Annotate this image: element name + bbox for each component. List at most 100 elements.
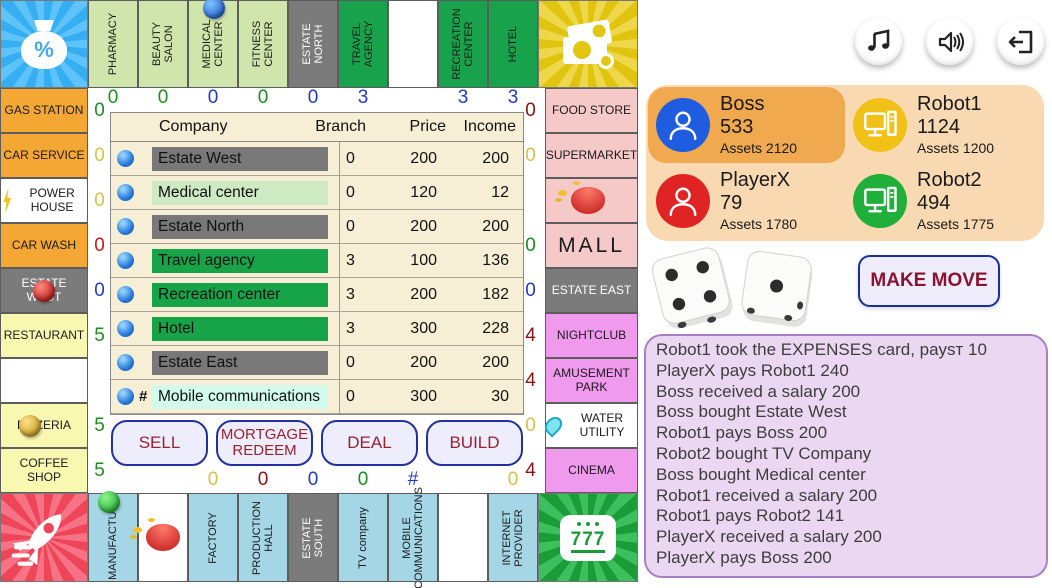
tile-label: FOOD STORE bbox=[551, 102, 632, 117]
action-button[interactable]: MORTGAGE REDEEM bbox=[216, 420, 313, 466]
bullet-cell bbox=[111, 150, 139, 167]
player-card[interactable]: Robot2 494 Assets 1775 bbox=[845, 163, 1042, 239]
tile-counters-bottom: 0 0 0 0 #0 bbox=[88, 469, 538, 491]
board-tile[interactable]: WATER UTILITY bbox=[541, 403, 638, 448]
company-row[interactable]: # Mobile communications 0 300 30 bbox=[111, 380, 523, 414]
board-tile[interactable]: TRAVEL AGENCY bbox=[338, 0, 388, 88]
tile-counter: 0 bbox=[357, 469, 369, 490]
board-tile[interactable]: FACTORY bbox=[188, 493, 238, 582]
board-tile[interactable]: PIZZERIA bbox=[0, 403, 88, 448]
board-tile[interactable]: BEAUTY SALON bbox=[138, 0, 188, 88]
company-table[interactable]: Company Branch Price Income Estate West … bbox=[110, 112, 524, 415]
board-tile[interactable]: PRODUCTION HALL bbox=[238, 493, 288, 582]
board-tile[interactable]: MEDICAL CENTER bbox=[188, 0, 238, 88]
board-tile[interactable]: MOBILE COMMUNICATIONS bbox=[388, 486, 438, 588]
board-tile[interactable]: POWER HOUSE bbox=[0, 178, 88, 223]
header-branch: Branch bbox=[315, 118, 366, 135]
player-card[interactable]: Boss 533 Assets 2120 bbox=[648, 87, 845, 163]
board-tile[interactable]: MALL bbox=[545, 223, 638, 268]
player-avatar bbox=[656, 98, 710, 152]
board-tile[interactable]: ESTATE NORTH bbox=[288, 0, 338, 88]
corner-tile-casino[interactable]: 777 bbox=[538, 493, 638, 582]
company-row[interactable]: Estate South 0 200 200 bbox=[111, 414, 523, 415]
board-tile[interactable]: SUPERMARKET bbox=[545, 133, 638, 178]
board-tile[interactable] bbox=[438, 493, 488, 582]
player-token bbox=[203, 0, 225, 19]
company-row[interactable]: Hotel 3 300 228 bbox=[111, 312, 523, 346]
board-tile[interactable]: CAR SERVICE bbox=[0, 133, 88, 178]
board-tile[interactable]: NIGHTCLUB bbox=[545, 313, 638, 358]
branch-value: 0 bbox=[346, 353, 355, 371]
board-tile[interactable]: ESTATE WEST bbox=[0, 268, 88, 313]
tile-icon bbox=[557, 187, 605, 214]
board-tile[interactable]: CINEMA bbox=[545, 448, 638, 493]
music-button[interactable] bbox=[855, 18, 902, 65]
tile-counter: 0 bbox=[94, 99, 105, 121]
player-card[interactable]: Robot1 1124 Assets 1200 bbox=[845, 87, 1042, 163]
bullet-cell bbox=[111, 252, 139, 269]
blue-sphere-icon bbox=[116, 218, 134, 235]
corner-tile-start[interactable] bbox=[0, 493, 88, 582]
board-tile[interactable]: RECREATION CENTER bbox=[438, 0, 488, 88]
corner-tile-money[interactable] bbox=[538, 0, 638, 88]
board-tile[interactable] bbox=[133, 493, 188, 582]
board-tile[interactable]: INTERNET PROVIDER bbox=[488, 493, 538, 582]
player-card[interactable]: PlayerX 79 Assets 1780 bbox=[648, 163, 845, 239]
board-tile[interactable]: MANUFACTURE bbox=[88, 491, 138, 582]
bullet-cell bbox=[111, 354, 139, 371]
action-button[interactable]: SELL bbox=[111, 420, 208, 466]
board-tile[interactable]: FOOD STORE bbox=[545, 88, 638, 133]
board-bottom-row: MANUFACTURE FACTORY PRODUCTION HALL bbox=[88, 486, 538, 588]
board-tile[interactable]: PHARMACY bbox=[88, 0, 138, 88]
tile-counter: 0 bbox=[94, 234, 105, 256]
company-row[interactable]: Estate West 0 200 200 bbox=[111, 142, 523, 176]
board-tile[interactable]: GAS STATION bbox=[0, 88, 88, 133]
log-line: Boss received a salary 200 bbox=[656, 381, 861, 401]
board-tile[interactable] bbox=[545, 178, 638, 223]
board-tile[interactable]: AMUSEMENT PARK bbox=[545, 358, 638, 403]
board-tile[interactable]: COFFEE SHOP bbox=[0, 448, 88, 493]
dice[interactable] bbox=[646, 244, 826, 336]
company-chip-cell: Estate East bbox=[152, 346, 340, 379]
blue-sphere-icon bbox=[116, 184, 134, 201]
corner-tile-exchange[interactable]: % bbox=[0, 0, 88, 88]
board-tile[interactable] bbox=[0, 358, 88, 403]
action-button[interactable]: DEAL bbox=[321, 420, 418, 466]
log-line: PlayerX pays Boss 200 bbox=[656, 547, 832, 567]
board-tile[interactable] bbox=[388, 0, 438, 88]
blue-sphere-icon bbox=[116, 354, 134, 371]
tile-counter: 0 bbox=[94, 279, 105, 301]
volume-button[interactable] bbox=[926, 18, 973, 65]
blue-sphere-icon bbox=[116, 320, 134, 337]
company-row[interactable]: Estate East 0 200 200 bbox=[111, 346, 523, 380]
company-row[interactable]: Travel agency 3 100 136 bbox=[111, 244, 523, 278]
board-tile[interactable]: RESTAURANT bbox=[0, 313, 88, 358]
tile-counter: 0 bbox=[307, 87, 319, 108]
tile-label: TRAVEL AGENCY bbox=[350, 20, 375, 68]
company-row[interactable]: Medical center 0 120 12 bbox=[111, 176, 523, 210]
person-icon bbox=[669, 111, 697, 141]
tile-label: NIGHTCLUB bbox=[556, 327, 627, 342]
player-assets: Assets 1200 bbox=[917, 140, 995, 157]
board-tile[interactable]: TV company bbox=[338, 493, 388, 582]
exit-button[interactable] bbox=[997, 18, 1044, 65]
tile-label: CAR SERVICE bbox=[3, 147, 85, 162]
company-chip-cell: Estate West bbox=[152, 142, 340, 175]
tile-counter: 4 bbox=[525, 369, 536, 391]
tile-label: WATER UTILITY bbox=[579, 411, 625, 439]
tile-counter: 0 bbox=[525, 99, 536, 121]
tile-counter: 0 bbox=[257, 87, 269, 108]
tile-label: MALL bbox=[558, 233, 625, 257]
board-tile[interactable]: HOTEL bbox=[488, 0, 538, 88]
computer-icon bbox=[864, 186, 897, 213]
board-tile[interactable]: ESTATE EAST bbox=[545, 268, 638, 313]
board-tile[interactable]: FITNESS CENTER bbox=[238, 0, 288, 88]
tile-label: MOBILE COMMUNICATIONS bbox=[400, 486, 425, 588]
action-button[interactable]: BUILD bbox=[426, 420, 523, 466]
board-tile[interactable]: ESTATE SOUTH bbox=[288, 493, 338, 582]
company-row[interactable]: Recreation center 3 200 182 bbox=[111, 278, 523, 312]
board-tile[interactable]: CAR WASH bbox=[0, 223, 88, 268]
company-row[interactable]: Estate North 0 200 200 bbox=[111, 210, 523, 244]
bullet-cell bbox=[111, 218, 139, 235]
make-move-button[interactable]: MAKE MOVE bbox=[858, 255, 1000, 307]
